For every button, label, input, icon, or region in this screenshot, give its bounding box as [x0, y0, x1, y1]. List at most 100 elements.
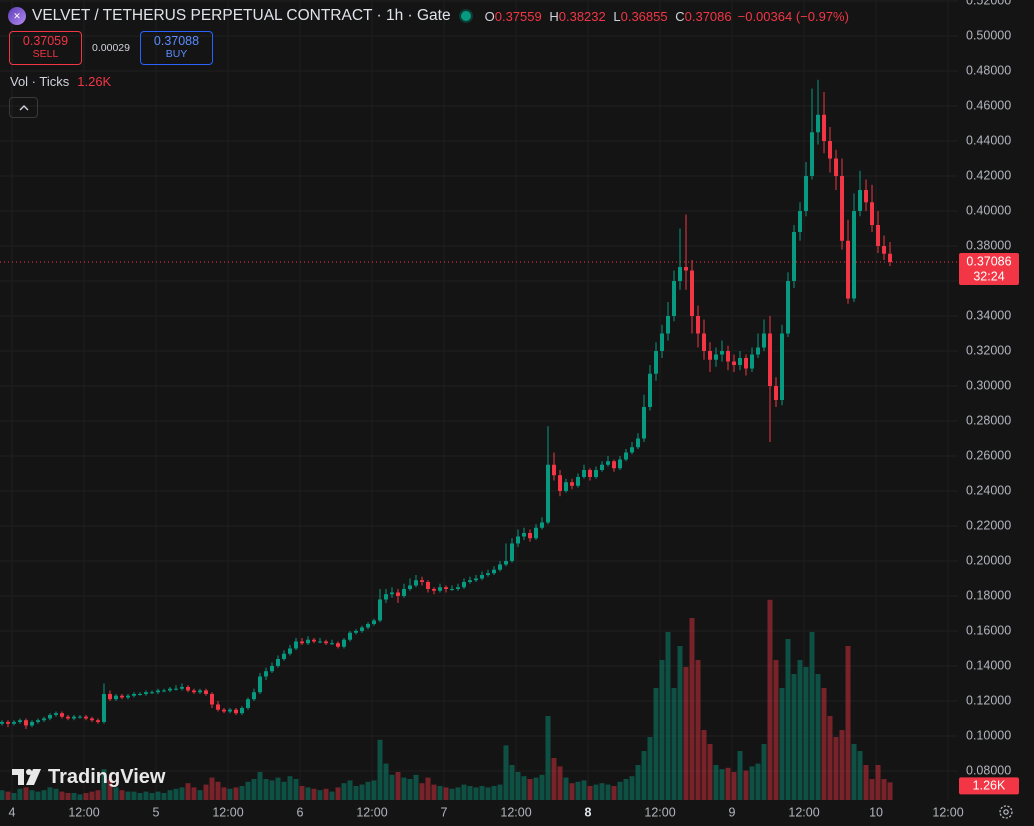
volume-bar: [221, 787, 227, 800]
ohlc-value: 0.36855: [620, 8, 668, 24]
volume-bar: [287, 776, 293, 800]
candle-body: [47, 714, 52, 719]
candle-body: [65, 716, 70, 719]
volume-bar: [209, 777, 215, 800]
volume-bar: [179, 787, 185, 800]
volume-bar: [329, 791, 335, 800]
candle-body: [155, 690, 160, 693]
y-tick-label: 0.52000: [966, 0, 1011, 7]
x-tick-label: 12:00: [788, 805, 819, 819]
candle-body: [600, 464, 605, 470]
candle-body: [834, 158, 839, 177]
y-tick-label: 0.20000: [966, 553, 1011, 567]
candle-body: [317, 641, 322, 643]
candle-body: [588, 469, 593, 477]
volume-bar: [659, 660, 665, 800]
x-tick-label: 8: [585, 805, 592, 819]
gear-inner: [1003, 809, 1009, 815]
candle-body: [576, 476, 581, 486]
volume-bar: [635, 765, 641, 800]
candle-body: [17, 720, 22, 722]
volume-bar: [59, 791, 65, 800]
volume-legend[interactable]: Vol · Ticks 1.26K: [10, 74, 111, 89]
candle-body: [209, 693, 214, 705]
volume-bar: [701, 730, 707, 800]
volume-bar: [773, 660, 779, 800]
y-tick-label: 0.32000: [966, 343, 1011, 357]
volume-bar: [713, 765, 719, 800]
volume-bar: [683, 667, 689, 800]
market-status[interactable]: [460, 11, 471, 21]
volume-bar: [83, 793, 89, 800]
candle-body: [738, 358, 743, 366]
y-tick-label: 0.12000: [966, 693, 1011, 707]
candle-body: [11, 721, 16, 724]
x-tick-label: 12:00: [932, 805, 963, 819]
candle-body: [143, 692, 148, 694]
candle-body: [492, 569, 497, 574]
candle-body: [227, 709, 232, 712]
volume-bar: [833, 737, 839, 800]
candle-body: [185, 686, 190, 691]
candle-body: [888, 253, 893, 263]
candle-body: [179, 686, 184, 689]
candle-body: [359, 627, 364, 631]
volume-bar: [353, 786, 359, 800]
candle-body: [516, 536, 521, 544]
volume-bar: [113, 787, 119, 800]
volume-bar: [587, 786, 593, 800]
candle-body: [419, 580, 424, 582]
x-tick-label: 6: [297, 805, 304, 819]
candle-body: [840, 176, 845, 241]
candle-body: [371, 620, 376, 624]
candle-body: [846, 240, 851, 299]
volume-bar: [617, 781, 623, 800]
candle-body: [546, 464, 551, 523]
gear-outer: [999, 805, 1013, 819]
sell-button[interactable]: 0.37059 SELL: [9, 31, 82, 65]
candle-body: [281, 653, 286, 659]
volume-bar: [35, 791, 41, 800]
x-tick-label: 12:00: [212, 805, 243, 819]
volume-bar: [299, 786, 305, 800]
volume-bar: [11, 793, 17, 800]
volume-bar: [275, 777, 281, 800]
candle-body: [113, 695, 118, 700]
collapse-button[interactable]: [9, 97, 38, 118]
volume-bar: [737, 751, 743, 800]
candle-body: [540, 522, 545, 528]
y-tick-label: 0.38000: [966, 238, 1011, 252]
candle-body: [329, 643, 334, 645]
volume-bar: [827, 716, 833, 800]
volume-value-box: [959, 777, 1019, 795]
y-tick-label: 0.48000: [966, 63, 1011, 77]
volume-bar: [875, 765, 881, 800]
volume-bar: [851, 744, 857, 800]
volume-bar: [0, 790, 5, 800]
candle-body: [810, 132, 815, 177]
sell-label: SELL: [32, 48, 59, 60]
volume-bar: [767, 599, 773, 800]
candle-body: [570, 482, 575, 486]
volume-bar: [503, 745, 509, 800]
candle-body: [618, 459, 623, 469]
candle-body: [119, 695, 124, 698]
ohlc-letter: O: [484, 8, 495, 24]
volume-bar: [269, 780, 275, 800]
volume-bar: [707, 744, 713, 800]
candle-body: [251, 692, 256, 700]
candle-body: [131, 693, 136, 696]
candle-body: [431, 588, 436, 591]
candle-body: [71, 716, 76, 719]
brand-name: TradingView: [48, 766, 166, 788]
volume-bar: [869, 779, 875, 800]
volume-bar: [137, 793, 143, 800]
candle-body: [125, 695, 130, 698]
volume-bar: [197, 790, 203, 800]
buy-button[interactable]: 0.37088 BUY: [140, 31, 213, 65]
chart-title[interactable]: VELVET / TETHERUS PERPETUAL CONTRACT · 1…: [32, 7, 451, 24]
settings-button[interactable]: [999, 805, 1013, 819]
chevron-icon: [19, 104, 28, 110]
